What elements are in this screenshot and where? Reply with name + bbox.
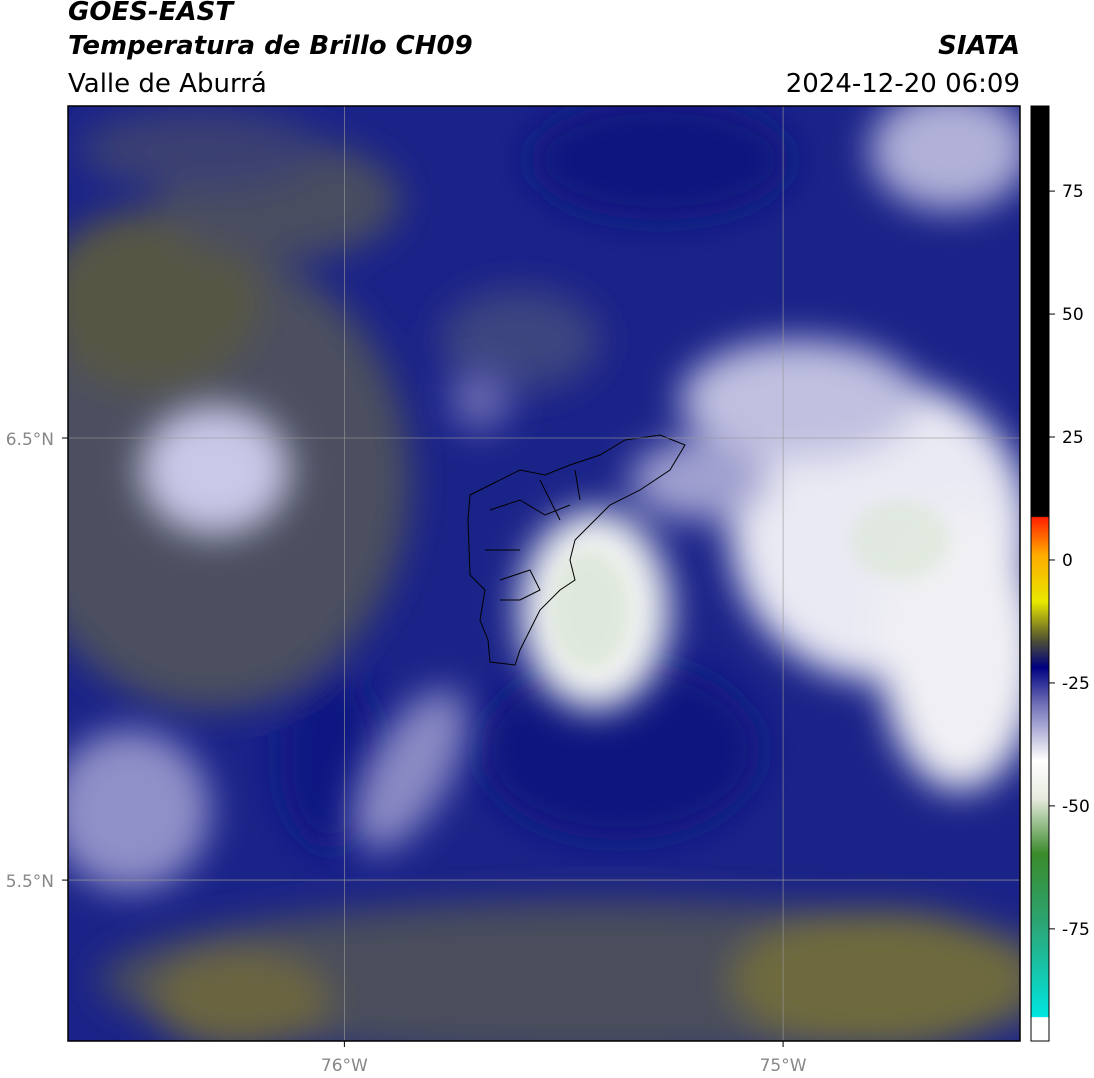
municipal-borders (467, 434, 686, 666)
map-title: Temperatura de Brillo CH09 (68, 31, 473, 61)
lat-tick-label: 5.5°N (6, 872, 54, 892)
satellite-image (68, 106, 1020, 1041)
colorbar-tick-label: -25 (1062, 674, 1090, 694)
colorbar-tick-label: 25 (1062, 428, 1084, 448)
colorbar-tick-label: -50 (1062, 797, 1090, 817)
colorbar (1030, 105, 1050, 1042)
satellite-name: GOES-EAST (68, 0, 235, 27)
map-frame (67, 105, 1021, 1042)
lon-tick-label: 76°W (321, 1056, 368, 1076)
colorbar-tick-label: -75 (1062, 920, 1090, 940)
graticule (62, 106, 1020, 1047)
colorbar-tick-label: 0 (1062, 551, 1073, 571)
colorbar-tick-label: 50 (1062, 305, 1084, 325)
region-name: Valle de Aburrá (68, 69, 267, 99)
colorbar-tick-label: 75 (1062, 182, 1084, 202)
source: SIATA (938, 31, 1020, 61)
lat-tick-label: 6.5°N (6, 430, 54, 450)
lon-tick-label: 75°W (760, 1056, 807, 1076)
datetime: 2024-12-20 06:09 (786, 69, 1020, 99)
